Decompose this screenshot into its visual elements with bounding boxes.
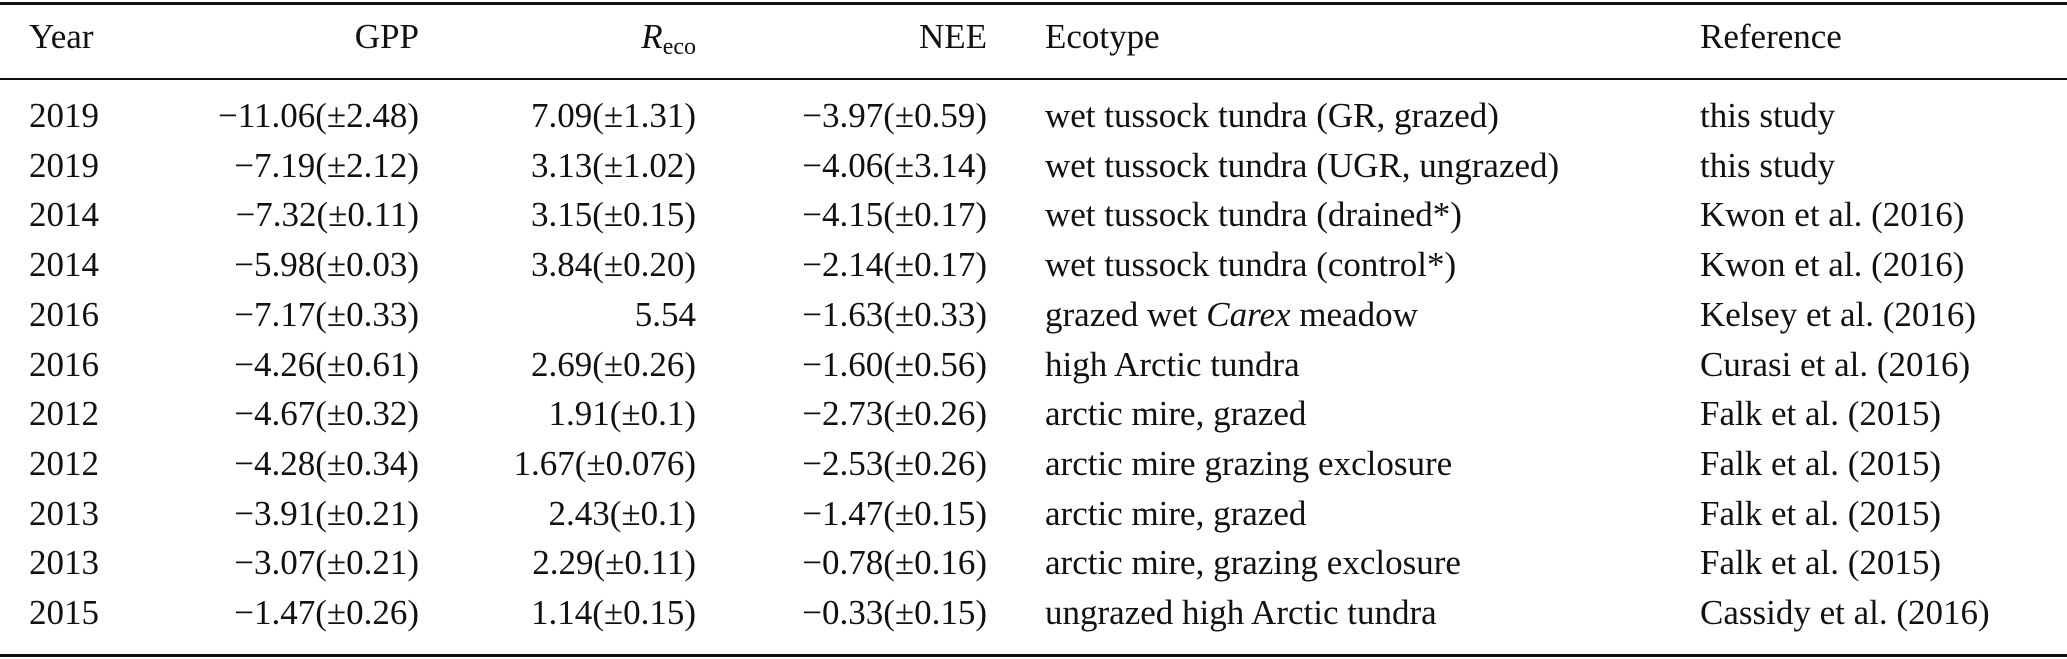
- table-cell: −2.14(±0.17): [802, 245, 987, 285]
- table-cell: Kwon et al. (2016): [1700, 195, 1965, 235]
- table-cell: 1.91(±0.1): [548, 394, 696, 434]
- table-cell: wet tussock tundra (drained*): [1045, 195, 1462, 235]
- table-cell: −4.06(±3.14): [802, 145, 987, 185]
- table-cell: −5.98(±0.03): [234, 245, 419, 285]
- header-rule: [0, 78, 2067, 80]
- table-cell: −3.07(±0.21): [234, 543, 419, 583]
- table-cell: −7.17(±0.33): [234, 294, 419, 334]
- table-cell: 7.09(±1.31): [530, 96, 696, 135]
- table-cell: −0.33(±0.15): [802, 593, 987, 632]
- table-cell: Kwon et al. (2016): [1700, 245, 1965, 285]
- header-cell: GPP: [354, 17, 419, 56]
- table-cell: −1.47(±0.26): [234, 593, 419, 632]
- table-cell: −3.91(±0.21): [234, 493, 419, 533]
- table-cell: 2.69(±0.26): [530, 344, 696, 384]
- table-cell: −1.63(±0.33): [802, 294, 987, 334]
- table-cell: Curasi et al. (2016): [1700, 344, 1971, 384]
- table-cell: −1.47(±0.15): [802, 493, 987, 533]
- header-cell-sub: eco: [662, 34, 696, 60]
- table-cell: Falk et al. (2015): [1700, 443, 1942, 483]
- table-cell: −11.06(±2.48): [218, 96, 419, 135]
- header-cell: NEE: [918, 17, 987, 56]
- table-cell: arctic mire grazing exclosure: [1045, 443, 1453, 483]
- table-cell: 3.84(±0.20): [530, 245, 696, 285]
- table-cell: arctic mire, grazing exclosure: [1045, 543, 1461, 583]
- table-cell: Falk et al. (2015): [1700, 394, 1942, 434]
- table-cell: 2013: [29, 493, 99, 533]
- bottom-rule: [0, 654, 2067, 657]
- table-cell: grazed wet Carex meadow: [1045, 293, 1418, 337]
- table-cell: arctic mire, grazed: [1045, 394, 1307, 434]
- table-cell: wet tussock tundra (UGR, ungrazed): [1045, 145, 1560, 185]
- table-cell: 2.29(±0.11): [532, 543, 696, 583]
- header-cell: Reco: [641, 15, 696, 60]
- table-cell: 5.54: [634, 294, 696, 334]
- table-cell-italic: Carex: [1206, 294, 1291, 334]
- header-cell-italic: R: [641, 17, 663, 56]
- table-cell: wet tussock tundra (control*): [1045, 245, 1457, 285]
- table-cell: 2016: [29, 344, 99, 384]
- table-cell-plain: grazed wet: [1045, 294, 1207, 334]
- table-cell: Falk et al. (2015): [1700, 493, 1942, 533]
- table-cell: 2014: [29, 195, 99, 235]
- table-cell: −4.15(±0.17): [802, 195, 987, 235]
- table-cell: 2015: [29, 593, 99, 632]
- table-cell: 1.67(±0.076): [513, 443, 696, 483]
- table-cell: −7.19(±2.12): [234, 145, 419, 185]
- table-cell: 3.15(±0.15): [530, 195, 696, 235]
- table-cell: this study: [1700, 96, 1836, 135]
- table-cell: −3.97(±0.59): [802, 96, 987, 135]
- table-cell: 3.13(±1.02): [530, 145, 696, 185]
- table-cell: Kelsey et al. (2016): [1700, 294, 1977, 334]
- table-cell: 2016: [29, 294, 99, 334]
- header-cell: Ecotype: [1045, 17, 1160, 56]
- table-cell: 1.14(±0.15): [530, 593, 696, 632]
- table-cell: −4.28(±0.34): [234, 443, 419, 483]
- table-cell: −4.26(±0.61): [234, 344, 419, 384]
- table-cell: −1.60(±0.56): [802, 344, 987, 384]
- table-cell: 2.43(±0.1): [548, 493, 696, 533]
- table-cell: −4.67(±0.32): [234, 394, 419, 434]
- top-rule: [0, 2, 2067, 5]
- table-cell: wet tussock tundra (GR, grazed): [1045, 96, 1499, 135]
- table-cell: 2012: [29, 443, 99, 483]
- table-cell: Cassidy et al. (2016): [1700, 593, 1990, 632]
- table-cell: 2014: [29, 245, 99, 285]
- table-cell: −2.73(±0.26): [802, 394, 987, 434]
- table-cell: −0.78(±0.16): [802, 543, 987, 583]
- table-cell: arctic mire, grazed: [1045, 493, 1307, 533]
- header-cell: Year: [29, 17, 94, 56]
- table-cell: 2019: [29, 145, 99, 185]
- table-cell: this study: [1700, 145, 1836, 185]
- table-cell: 2012: [29, 394, 99, 434]
- table-cell: ungrazed high Arctic tundra: [1045, 593, 1437, 632]
- table-cell: Falk et al. (2015): [1700, 543, 1942, 583]
- header-cell: Reference: [1700, 17, 1842, 56]
- table-cell: −2.53(±0.26): [802, 443, 987, 483]
- table-cell: −7.32(±0.11): [235, 195, 419, 235]
- table-cell: 2019: [29, 96, 99, 135]
- table-cell: 2013: [29, 543, 99, 583]
- table-cell-rest: meadow: [1290, 294, 1418, 334]
- table-cell: high Arctic tundra: [1045, 344, 1300, 384]
